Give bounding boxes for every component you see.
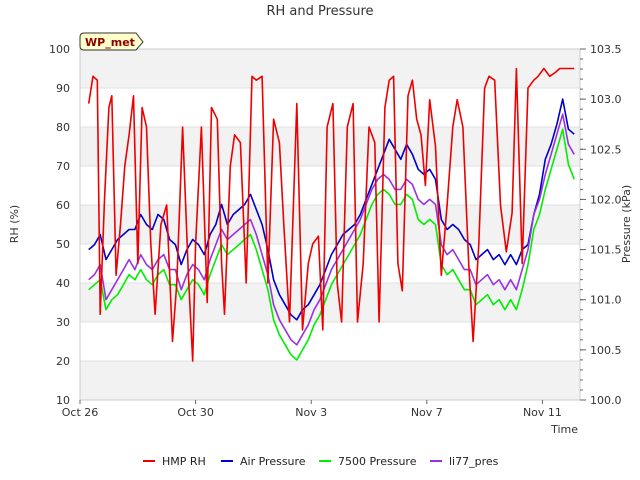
chart-title: RH and Pressure: [266, 4, 373, 19]
grid-band: [80, 361, 580, 400]
y-left-tick-label: 10: [56, 394, 70, 407]
y-right-tick-label: 103.0: [590, 93, 622, 106]
series-lines: [87, 67, 575, 362]
grid-band: [80, 127, 580, 166]
y-axis-left-label: RH (%): [8, 205, 21, 243]
series-line-hmp-rh: [87, 67, 575, 362]
legend-label: HMP RH: [162, 455, 206, 468]
x-tick-label: Oct 26: [62, 406, 99, 419]
y-left-tick-label: 80: [56, 121, 70, 134]
x-tick-label: Nov 11: [523, 406, 562, 419]
station-badge: WP_met: [79, 32, 144, 51]
y-left-tick-label: 100: [49, 43, 70, 56]
y-left-tick-label: 50: [56, 238, 70, 251]
badge-label: WP_met: [85, 36, 135, 49]
y-right-tick-label: 100.5: [590, 344, 622, 357]
grid-band: [80, 88, 580, 127]
grid-band: [80, 166, 580, 205]
grid-band: [80, 205, 580, 244]
badge-shape: [79, 32, 144, 51]
y-right-tick-label: 101.5: [590, 244, 622, 257]
y-left-tick-label: 30: [56, 316, 70, 329]
plot-background-bands: [80, 48, 580, 401]
y-axis-left: 10 20 30 40 50 60 70 80 90 100: [49, 43, 70, 407]
y-left-tick-label: 20: [56, 355, 70, 368]
grid-band: [80, 244, 580, 283]
y-left-tick-label: 70: [56, 160, 70, 173]
y-left-tick-label: 90: [56, 82, 70, 95]
x-axis-label: Time: [550, 423, 578, 436]
plot-area: [79, 48, 581, 401]
legend-label: 7500 Pressure: [338, 455, 417, 468]
y-right-tick-label: 103.5: [590, 43, 622, 56]
legend: HMP RH Air Pressure 7500 Pressure li77_pres: [143, 455, 499, 468]
grid-band: [80, 322, 580, 361]
x-tick-label: Nov 3: [295, 406, 327, 419]
legend-label: li77_pres: [449, 455, 499, 468]
x-axis: Oct 26 Oct 30 Nov 3 Nov 7 Nov 11: [62, 400, 562, 419]
y-right-tick-label: 102.0: [590, 193, 622, 206]
legend-label: Air Pressure: [240, 455, 306, 468]
y-axis-right-label: Pressure (kPa): [620, 185, 633, 263]
x-tick-label: Oct 30: [177, 406, 214, 419]
grid-band: [80, 49, 580, 88]
x-tick-label: Nov 7: [411, 406, 443, 419]
y-right-tick-label: 101.0: [590, 294, 622, 307]
y-axis-right: 100.0 100.5 101.0 101.5 102.0 102.5 103.0 103.5: [580, 43, 622, 407]
y-left-tick-label: 60: [56, 199, 70, 212]
series-line-air-pressure: [88, 98, 575, 321]
y-right-tick-label: 100.0: [590, 394, 622, 407]
y-right-tick-label: 102.5: [590, 143, 622, 156]
y-left-tick-label: 40: [56, 277, 70, 290]
